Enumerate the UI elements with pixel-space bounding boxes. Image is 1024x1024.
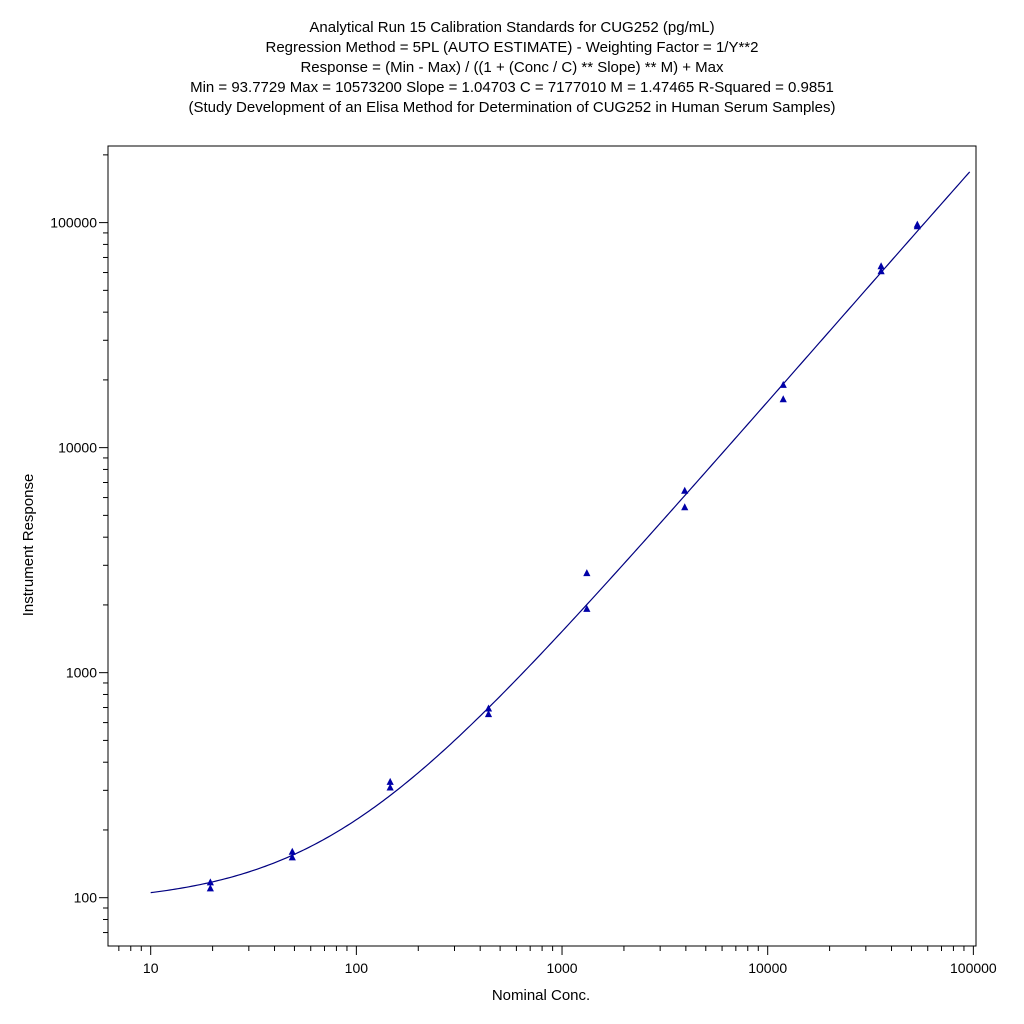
x-axis: 10 100 1000 10000 100000 [118,946,997,976]
y-tick-label: 100 [74,890,98,906]
data-point [877,262,885,270]
data-point [386,777,394,785]
x-axis-title: Nominal Conc. [492,987,590,1004]
chart-title-line-2: Regression Method = 5PL (AUTO ESTIMATE) … [265,39,759,56]
y-tick-label: 1000 [66,665,97,681]
y-tick-label: 100000 [50,215,97,231]
data-point [484,710,493,718]
x-tick-label: 100 [345,960,369,976]
data-point [206,884,214,892]
y-axis: 100 1000 10000 100000 [50,154,108,934]
chart-title-line-5: (Study Development of an Elisa Method fo… [188,99,836,116]
data-point [681,486,689,494]
x-tick-label: 10000 [748,960,787,976]
data-point [386,783,394,791]
data-point [484,704,493,712]
data-point [288,847,296,855]
data-point [779,395,787,403]
x-tick-label: 1000 [546,960,577,976]
x-tick-label: 100000 [950,960,997,976]
plot-frame [107,145,977,947]
y-tick-label: 10000 [58,440,97,456]
fit-curve [150,171,971,894]
data-point [583,569,591,577]
chart-title-line-4: Min = 93.7729 Max = 10573200 Slope = 1.0… [190,79,834,96]
data-point [681,503,689,511]
y-axis-title: Instrument Response [20,474,37,617]
data-point [779,380,787,388]
data-point [913,222,921,230]
data-point [288,853,296,861]
data-point [583,604,591,612]
chart-title: Analytical Run 15 Calibration Standards … [0,18,1024,118]
data-point [206,878,214,886]
chart-title-line-1: Analytical Run 15 Calibration Standards … [309,19,715,36]
x-tick-label: 10 [143,960,159,976]
data-point [877,267,885,275]
data-points [206,220,921,892]
chart-title-line-3: Response = (Min - Max) / ((1 + (Conc / C… [300,59,724,76]
